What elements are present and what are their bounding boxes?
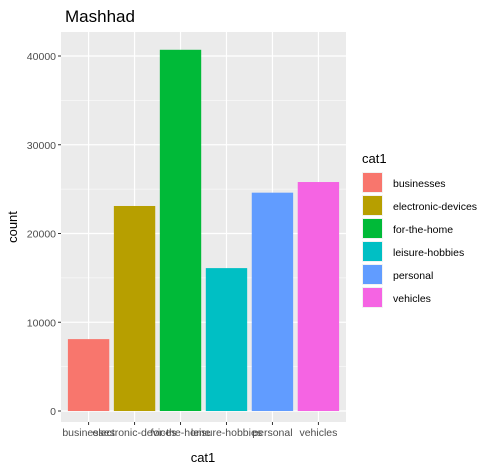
y-axis-title: count <box>5 211 20 243</box>
x-tick-label: vehicles <box>299 427 337 439</box>
legend-label: for-the-home <box>393 224 453 236</box>
bar-personal <box>251 192 294 411</box>
x-axis-title: cat1 <box>191 450 216 465</box>
legend-key-for-the-home <box>363 219 382 238</box>
legend-key-personal <box>363 265 382 284</box>
legend-label: vehicles <box>393 293 431 305</box>
bar-electronic-devices <box>113 205 156 411</box>
y-tick-label: 20000 <box>27 229 56 241</box>
bar-for-the-home <box>159 49 202 411</box>
x-tick-label: leisure-hobbies <box>191 427 262 439</box>
legend-key-vehicles <box>363 288 382 307</box>
y-tick-label: 0 <box>50 406 56 418</box>
legend-key-leisure-hobbies <box>363 242 382 261</box>
x-tick-label: for-the-home <box>150 427 210 439</box>
legend-label: leisure-hobbies <box>393 247 464 259</box>
legend-label: electronic-devices <box>393 201 477 213</box>
legend-key-electronic-devices <box>363 196 382 215</box>
legend-label: personal <box>393 270 433 282</box>
legend: cat1 businesses electronic-devices for-the… <box>362 151 477 308</box>
bar-leisure-hobbies <box>205 268 248 411</box>
y-axis: 0 10000 20000 30000 40000 <box>27 51 61 418</box>
bar-businesses <box>67 339 110 411</box>
bars <box>67 49 340 411</box>
legend-title: cat1 <box>362 151 387 166</box>
chart-title: Mashhad <box>65 7 135 26</box>
y-tick-label: 10000 <box>27 317 56 329</box>
x-tick-label: electronic-devices <box>93 427 177 439</box>
bar-vehicles <box>297 182 340 411</box>
y-tick-label: 30000 <box>27 140 56 152</box>
x-tick-label: businesses <box>62 427 115 439</box>
x-tick-label: personal <box>252 427 292 439</box>
y-tick-label: 40000 <box>27 51 56 63</box>
legend-key-businesses <box>363 173 382 192</box>
legend-label: businesses <box>393 178 446 190</box>
x-axis: businesseselectronic-devicesfor-the-home… <box>62 422 337 439</box>
